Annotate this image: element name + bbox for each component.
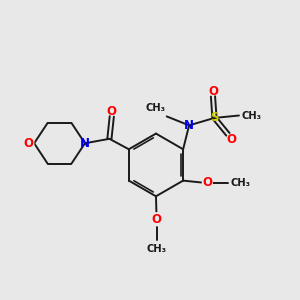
Text: CH₃: CH₃	[242, 110, 261, 121]
Text: O: O	[226, 133, 236, 146]
Text: O: O	[107, 104, 117, 118]
Text: N: N	[184, 119, 194, 132]
Text: S: S	[210, 111, 219, 124]
Text: CH₃: CH₃	[230, 178, 250, 188]
Text: CH₃: CH₃	[145, 103, 165, 113]
Text: CH₃: CH₃	[147, 244, 166, 254]
Text: O: O	[208, 85, 218, 98]
Text: N: N	[80, 137, 90, 150]
Text: O: O	[202, 176, 212, 190]
Text: O: O	[24, 137, 34, 150]
Text: O: O	[152, 213, 162, 226]
